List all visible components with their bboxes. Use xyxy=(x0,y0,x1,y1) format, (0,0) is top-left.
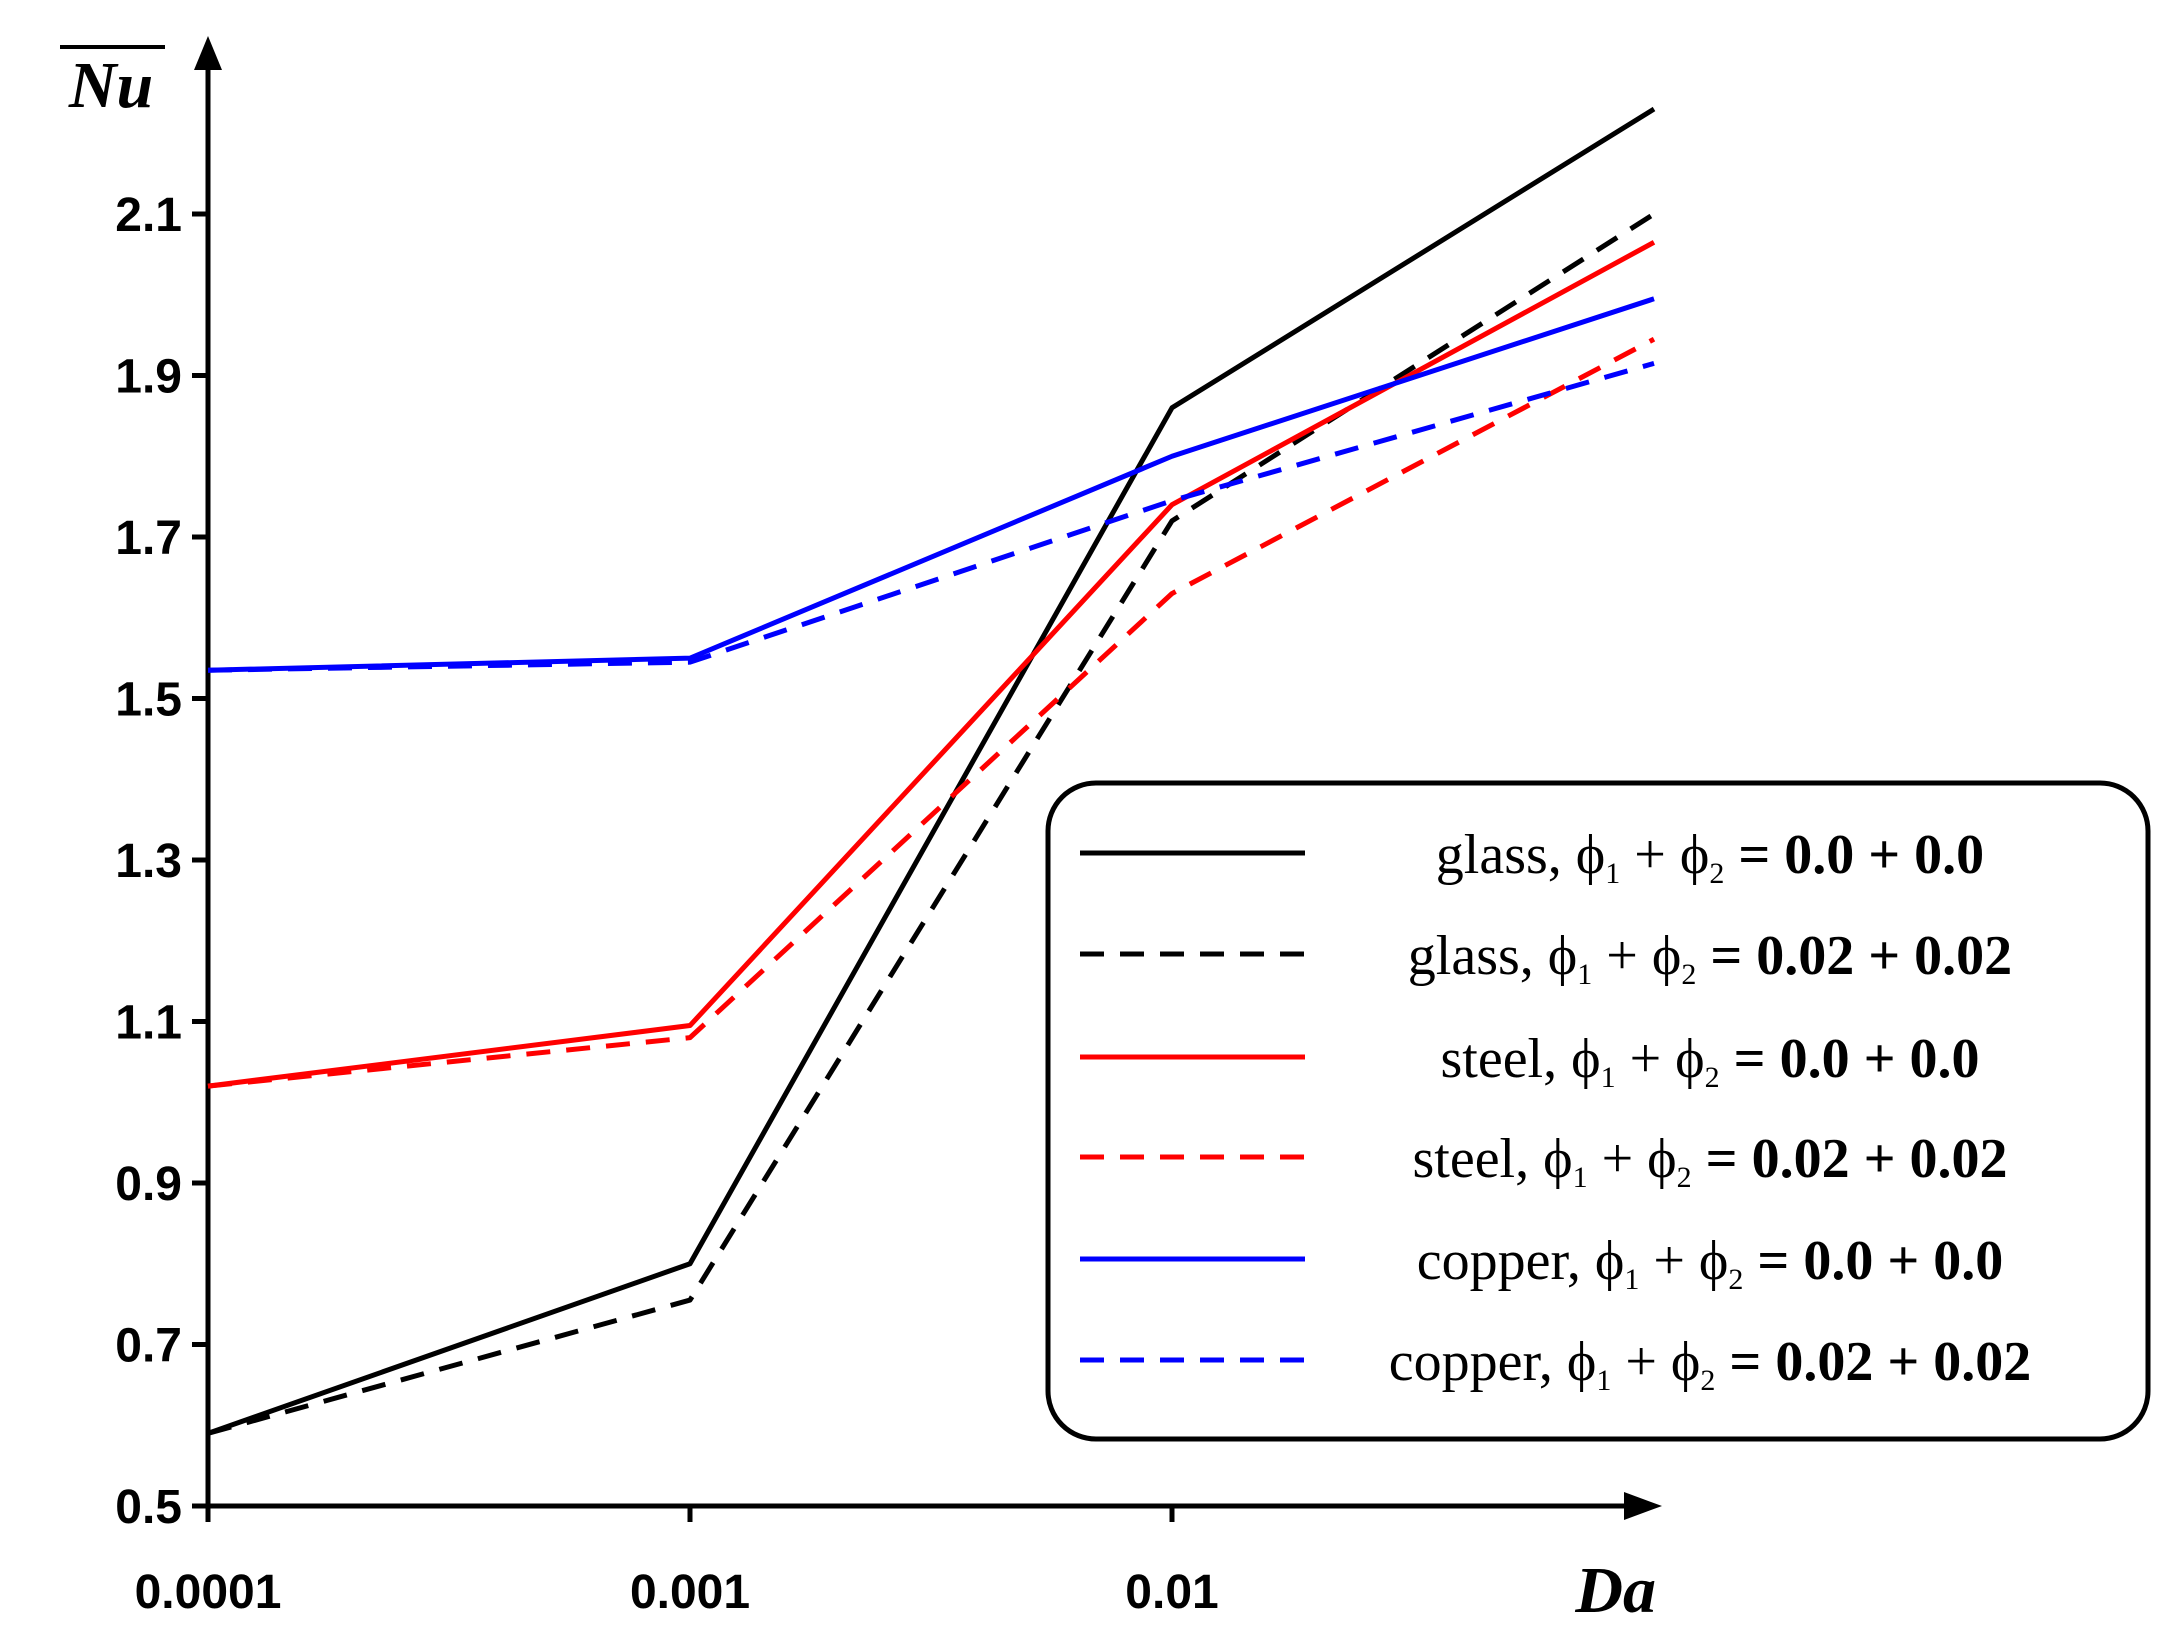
y-tick-label: 1.1 xyxy=(115,997,182,1050)
legend-phi-values: 0.0 + 0.0 xyxy=(1784,824,1984,886)
legend-entry-label: copper, ϕ1 + ϕ2 = 0.02 + 0.02 xyxy=(1389,1331,2032,1397)
legend-phi-values: 0.0 + 0.0 xyxy=(1803,1230,2003,1292)
x-tick-label: 0.01 xyxy=(1125,1566,1218,1619)
legend-material: copper xyxy=(1389,1331,1542,1393)
y-tick-label: 0.7 xyxy=(115,1320,182,1373)
legend-material: glass xyxy=(1408,925,1520,987)
legend-material: copper xyxy=(1417,1230,1570,1292)
series-line-glass-solid xyxy=(207,106,1656,1436)
x-tick-label: 0.0001 xyxy=(135,1566,282,1619)
y-tick-label: 0.5 xyxy=(115,1481,182,1534)
legend-entry-label: steel, ϕ1 + ϕ2 = 0.02 + 0.02 xyxy=(1412,1128,2007,1194)
x-axis-title: Da xyxy=(1574,1554,1656,1627)
y-tick-label: 1.5 xyxy=(115,674,182,727)
legend-phi-values: 0.0 + 0.0 xyxy=(1780,1028,1980,1090)
series-line-glass-dashed xyxy=(207,211,1656,1436)
legend-entry-label: glass, ϕ1 + ϕ2 = 0.02 + 0.02 xyxy=(1408,925,2012,991)
y-tick-label: 1.9 xyxy=(115,351,182,404)
legend-material: steel xyxy=(1440,1028,1543,1090)
legend: glass, ϕ1 + ϕ2 = 0.0 + 0.0 glass, ϕ1 + ϕ2… xyxy=(1045,780,2151,1442)
y-tick-label: 1.7 xyxy=(115,512,182,565)
x-axis-arrow xyxy=(1624,1492,1662,1520)
legend-entry-label: copper, ϕ1 + ϕ2 = 0.0 + 0.0 xyxy=(1417,1230,2004,1296)
x-tick-label: 0.001 xyxy=(630,1566,750,1619)
series-line-copper-dashed xyxy=(207,360,1655,673)
legend-phi-values: 0.02 + 0.02 xyxy=(1756,925,2012,987)
legend-entry-label: glass, ϕ1 + ϕ2 = 0.0 + 0.0 xyxy=(1436,824,1984,890)
y-tick-label: 2.1 xyxy=(115,189,182,242)
axes: 0.5 0.7 0.9 1.1 1.3 1.5 1.7 1.9 2.1 0.0001 0.001 0.… xyxy=(60,36,1662,1627)
legend-phi-values: 0.02 + 0.02 xyxy=(1752,1128,2008,1190)
legend-entry-label: steel, ϕ1 + ϕ2 = 0.0 + 0.0 xyxy=(1440,1028,1979,1094)
legend-phi-values: 0.02 + 0.02 xyxy=(1775,1331,2031,1393)
y-axis-arrow xyxy=(194,36,222,70)
y-tick-label: 0.9 xyxy=(115,1158,182,1211)
series-line-steel-solid xyxy=(207,240,1656,1089)
legend-material: steel xyxy=(1412,1128,1515,1190)
legend-material: glass xyxy=(1436,824,1548,886)
y-axis-title: Nu xyxy=(68,49,153,122)
series-line-steel-dashed xyxy=(207,336,1656,1089)
series-layer xyxy=(207,106,1656,1436)
legend-box xyxy=(1045,780,2151,1442)
y-tick-label: 1.3 xyxy=(115,835,182,888)
